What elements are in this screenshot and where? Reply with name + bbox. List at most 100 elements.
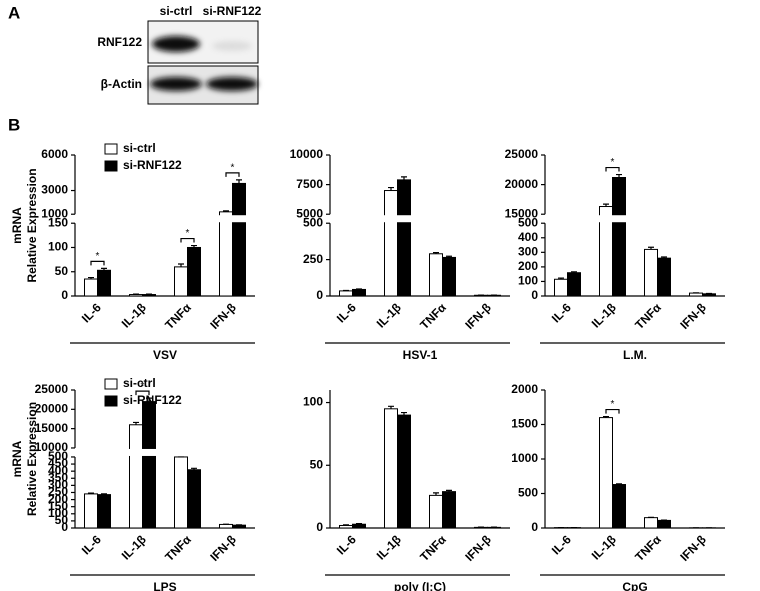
x-tick-label: IL-1β xyxy=(119,300,149,330)
error-bar xyxy=(648,246,654,250)
bar xyxy=(97,269,111,297)
x-tick-label: IL-1β xyxy=(374,532,404,562)
significance-mark: * xyxy=(611,157,615,168)
x-axis-label: VSV xyxy=(153,348,177,362)
x-tick-label: TNFα xyxy=(162,532,194,564)
error-bar xyxy=(236,179,242,184)
y-tick-label: 10000 xyxy=(290,147,324,161)
error-bar xyxy=(433,492,439,496)
y-tick-label: 250 xyxy=(48,485,68,499)
bar xyxy=(339,524,353,529)
legend-swatch xyxy=(104,143,118,155)
significance-mark: * xyxy=(96,251,100,262)
y-tick-label: 350 xyxy=(48,470,68,484)
y-tick-label: 450 xyxy=(48,456,68,470)
error-bar xyxy=(88,276,94,280)
error-bar xyxy=(101,267,107,271)
y-tick-label: 500 xyxy=(518,486,538,500)
y-tick-label: 1500 xyxy=(511,417,538,431)
y-tick-label: 300 xyxy=(518,245,538,259)
x-tick-label: IL-1β xyxy=(374,300,404,330)
x-tick-label: IL-1β xyxy=(119,532,149,562)
axis-break xyxy=(76,215,256,223)
legend-label: si-ctrl xyxy=(123,376,156,390)
y-tick-label: 25000 xyxy=(505,147,539,161)
axis-break xyxy=(76,448,256,456)
error-bar xyxy=(178,263,184,267)
y-tick-label: 15000 xyxy=(35,421,69,435)
y-tick-label: 250 xyxy=(303,252,323,266)
y-tick-label: 25000 xyxy=(35,382,69,396)
bar xyxy=(174,456,188,529)
significance-bracket xyxy=(180,237,195,243)
x-tick-label: IFN-β xyxy=(207,532,239,564)
bar xyxy=(567,272,581,297)
bar xyxy=(397,414,411,529)
y-tick-label: 1000 xyxy=(511,451,538,465)
bar xyxy=(689,292,703,297)
x-axis-label: CpG xyxy=(622,580,647,591)
x-tick-label: IL-1β xyxy=(589,532,619,562)
error-bar xyxy=(388,405,394,409)
y-tick-label: 3000 xyxy=(41,183,68,197)
x-tick-label: IL-1β xyxy=(589,300,619,330)
significance-bracket xyxy=(605,166,620,172)
bar xyxy=(352,288,366,297)
significance-bracket xyxy=(605,408,620,414)
error-bar xyxy=(101,493,107,495)
y-tick-label: 0 xyxy=(61,288,68,302)
y-tick-label: 7500 xyxy=(296,177,323,191)
bar xyxy=(429,494,443,529)
bar xyxy=(219,211,233,297)
y-tick-label: 100 xyxy=(48,240,68,254)
bar xyxy=(232,524,246,529)
y-tick-label: 500 xyxy=(518,215,538,229)
bar xyxy=(657,257,671,297)
y-tick-label: 2000 xyxy=(511,382,538,396)
y-tick-label: 20000 xyxy=(35,401,69,415)
bar xyxy=(612,177,626,297)
lane-label: si-RNF122 xyxy=(203,4,262,18)
legend-label: si-RNF122 xyxy=(123,393,182,407)
panel-label: A xyxy=(8,3,20,22)
y-tick-label: 400 xyxy=(48,463,68,477)
bar xyxy=(142,294,156,297)
x-axis-label: LPS xyxy=(153,580,176,591)
bar xyxy=(702,293,716,297)
legend-swatch xyxy=(104,395,118,407)
significance-mark: * xyxy=(141,381,145,392)
x-tick-label: TNFα xyxy=(417,532,449,564)
bar xyxy=(339,290,353,297)
bar xyxy=(129,424,143,529)
error-bar xyxy=(191,467,197,470)
y-tick-label: 0 xyxy=(61,520,68,534)
lane-label: si-ctrl xyxy=(160,4,193,18)
legend-swatch xyxy=(104,160,118,172)
significance-bracket xyxy=(135,390,150,396)
bar xyxy=(612,484,626,529)
bar xyxy=(384,190,398,297)
y-tick-label: 15000 xyxy=(505,206,539,220)
y-axis-label: mRNA xyxy=(10,207,24,244)
y-tick-label: 300 xyxy=(48,478,68,492)
bar xyxy=(174,266,188,297)
y-tick-label: 100 xyxy=(303,395,323,409)
significance-bracket xyxy=(90,260,105,266)
legend-label: si-ctrl xyxy=(123,141,156,155)
y-tick-label: 0 xyxy=(316,288,323,302)
bar xyxy=(84,493,98,529)
y-tick-label: 50 xyxy=(55,513,69,527)
error-bar xyxy=(343,524,349,526)
row-label: β-Actin xyxy=(101,77,142,91)
y-tick-label: 50 xyxy=(310,457,324,471)
error-bar xyxy=(433,252,439,254)
error-bar xyxy=(661,256,667,259)
bar xyxy=(219,523,233,529)
axis-break xyxy=(331,215,511,223)
error-bar xyxy=(558,277,564,280)
row-label: RNF122 xyxy=(97,35,142,49)
bar xyxy=(84,278,98,297)
bar xyxy=(142,401,156,529)
x-tick-label: IL-6 xyxy=(79,300,104,325)
